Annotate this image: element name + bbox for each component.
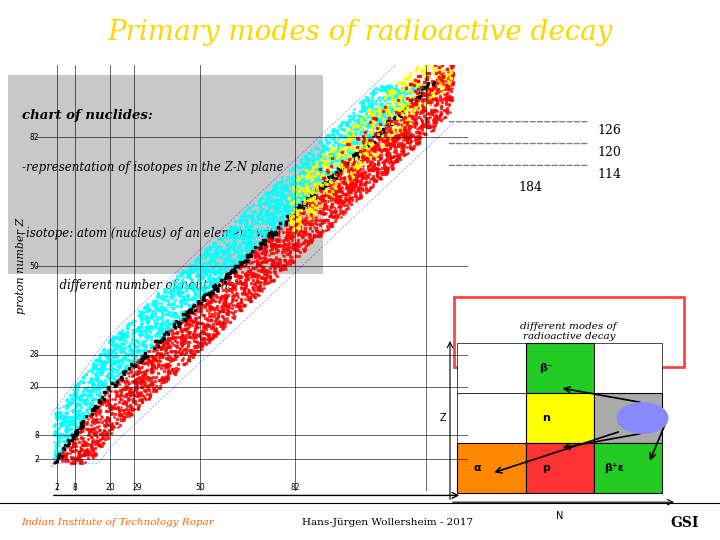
Text: 120: 120 bbox=[598, 146, 621, 159]
Text: -isotope: atom (nucleus) of an element with: -isotope: atom (nucleus) of an element w… bbox=[22, 227, 282, 240]
Text: 20: 20 bbox=[106, 483, 115, 492]
Text: proton number Z: proton number Z bbox=[16, 218, 26, 314]
Text: β⁺ε: β⁺ε bbox=[605, 463, 624, 473]
Text: 126: 126 bbox=[598, 124, 621, 137]
Text: 28: 28 bbox=[30, 350, 39, 359]
Text: 82: 82 bbox=[290, 483, 300, 492]
Text: Z: Z bbox=[440, 413, 446, 423]
Text: 184: 184 bbox=[518, 181, 542, 194]
Text: 114: 114 bbox=[598, 167, 621, 181]
Text: N: N bbox=[556, 511, 564, 521]
Text: Indian Institute of Technology Ropar: Indian Institute of Technology Ropar bbox=[22, 518, 215, 528]
Bar bbox=[526, 342, 594, 393]
Text: -representation of isotopes in the Z-N plane: -representation of isotopes in the Z-N p… bbox=[22, 161, 283, 174]
Text: 20: 20 bbox=[30, 382, 39, 392]
FancyBboxPatch shape bbox=[454, 296, 684, 367]
Text: 2: 2 bbox=[55, 483, 59, 492]
Circle shape bbox=[618, 403, 668, 433]
Text: 8: 8 bbox=[72, 483, 77, 492]
Bar bbox=[526, 443, 594, 494]
Text: α: α bbox=[474, 463, 482, 473]
Text: p: p bbox=[542, 463, 550, 473]
Text: 50: 50 bbox=[30, 261, 39, 271]
Text: chart of nuclides:: chart of nuclides: bbox=[22, 109, 153, 122]
Bar bbox=[457, 393, 526, 443]
Text: Hans-Jürgen Wollersheim - 2017: Hans-Jürgen Wollersheim - 2017 bbox=[302, 518, 474, 528]
Text: 8: 8 bbox=[35, 430, 39, 440]
Bar bbox=[594, 393, 662, 443]
Bar bbox=[594, 342, 662, 393]
Text: different modes of
radioactive decay: different modes of radioactive decay bbox=[521, 322, 617, 341]
Bar bbox=[457, 342, 526, 393]
Text: n: n bbox=[542, 413, 550, 423]
Text: Primary modes of radioactive decay: Primary modes of radioactive decay bbox=[107, 19, 613, 46]
Text: 29: 29 bbox=[132, 483, 142, 492]
Text: 82: 82 bbox=[30, 133, 39, 141]
Text: 50: 50 bbox=[195, 483, 204, 492]
Text: β⁻: β⁻ bbox=[539, 363, 553, 373]
Bar bbox=[594, 443, 662, 494]
Text: GSI: GSI bbox=[670, 516, 698, 530]
Text: different number of neutrons: different number of neutrons bbox=[22, 279, 234, 292]
Bar bbox=[457, 443, 526, 494]
Bar bbox=[526, 393, 594, 443]
Text: 2: 2 bbox=[35, 455, 39, 464]
FancyBboxPatch shape bbox=[7, 73, 324, 275]
